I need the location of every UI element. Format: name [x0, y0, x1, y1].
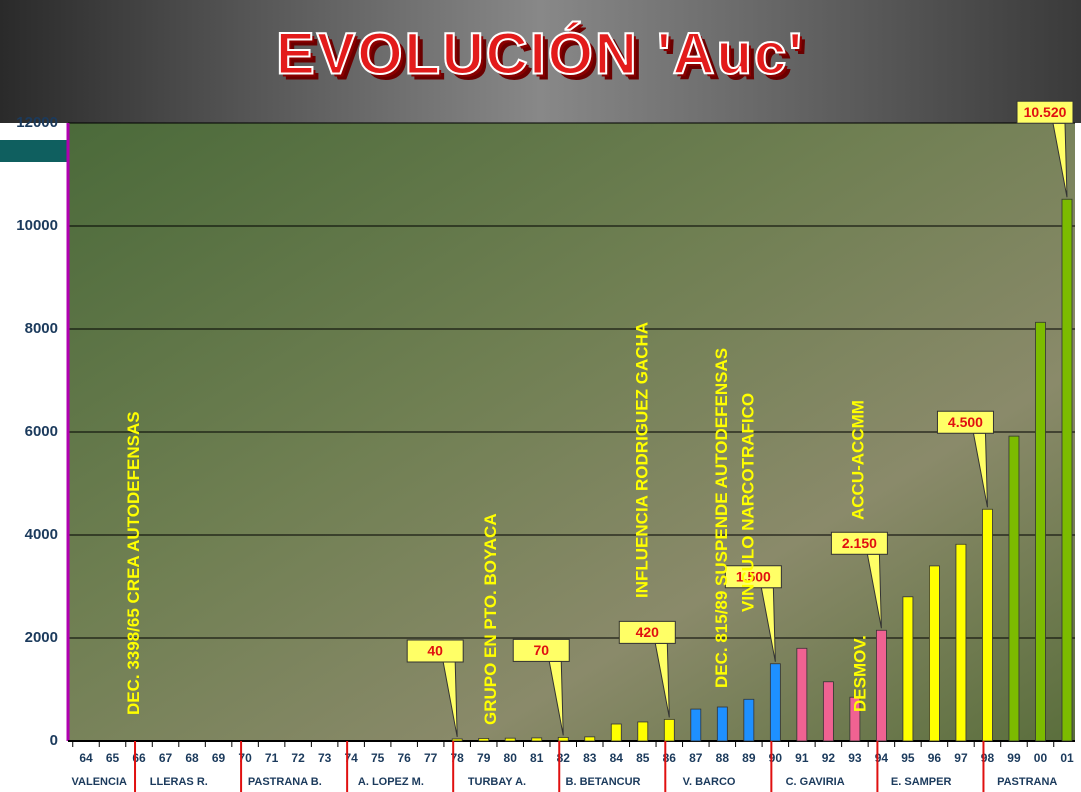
bar: [796, 647, 808, 742]
callout-box: [724, 565, 782, 589]
x-tick-label: 97: [954, 751, 968, 765]
bar: [690, 708, 702, 742]
y-tick-label: 0: [50, 732, 58, 749]
x-tick-label: 01: [1060, 751, 1074, 765]
x-tick-label: 83: [583, 751, 597, 765]
x-tick-label: 95: [901, 751, 915, 765]
x-tick-label: 93: [848, 751, 862, 765]
callout-box: [936, 410, 994, 434]
annotation: VINCULO NARCOTRAFICO: [738, 393, 757, 612]
annotation: ACCU-ACCMM: [848, 400, 867, 520]
x-tick-label: 91: [795, 751, 809, 765]
x-tick-label: 84: [610, 751, 624, 765]
annotation: GRUPO EN PTO. BOYACA: [481, 513, 500, 725]
x-tick-label: 65: [106, 751, 120, 765]
x-tick-label: 80: [504, 751, 518, 765]
x-tick-label: 72: [291, 751, 305, 765]
value-label: 2.150: [842, 535, 877, 551]
callout-box: [512, 638, 570, 662]
callout-box: [830, 531, 888, 555]
bar: [531, 737, 543, 742]
x-tick-label: 88: [716, 751, 730, 765]
bar: [743, 698, 755, 742]
x-tick-label: 67: [159, 751, 173, 765]
period-label: B. BETANCUR: [566, 776, 641, 788]
bar: [1035, 321, 1046, 742]
x-tick-label: 81: [530, 751, 544, 765]
x-tick-label: 89: [742, 751, 756, 765]
x-tick-label: 69: [212, 751, 226, 765]
x-tick-label: 92: [822, 751, 836, 765]
header-photo: [0, 0, 1081, 123]
annotation: DEC. 815/89 SUSPENDE AUTODEFENSAS: [712, 348, 731, 688]
bar: [663, 718, 675, 742]
annotation: DEC. 3398/65 CREA AUTODEFENSAS: [124, 411, 143, 715]
bar: [584, 736, 596, 742]
period-label: A. LOPEZ M.: [358, 776, 424, 788]
y-tick-label: 4000: [25, 526, 58, 543]
value-label: 1.500: [736, 568, 771, 584]
title-group: EVOLUCIÓN 'Auc' EVOLUCIÓN 'Auc' EVOLUCIÓ…: [275, 20, 810, 92]
bar: [716, 706, 728, 742]
callout-box: [1016, 100, 1074, 124]
x-tick-label: 77: [424, 751, 438, 765]
x-tick-label: 75: [371, 751, 385, 765]
y-tick-label: 10000: [16, 217, 58, 234]
value-label: 4.500: [948, 414, 983, 430]
period-label: VALENCIA: [72, 776, 127, 788]
bar: [876, 629, 887, 742]
teal-band: [0, 140, 68, 162]
value-label: 70: [533, 642, 549, 658]
bar: [1061, 198, 1073, 742]
bar: [557, 736, 569, 742]
callout-box: [618, 620, 676, 644]
title-shadow: EVOLUCIÓN 'Auc': [282, 27, 810, 92]
y-tick-label: 6000: [25, 423, 58, 440]
x-tick-label: 87: [689, 751, 703, 765]
bar: [902, 596, 914, 742]
x-tick-label: 85: [636, 751, 650, 765]
bar: [610, 723, 622, 742]
x-tick-label: 96: [928, 751, 942, 765]
period-label: PASTRANA: [997, 776, 1057, 788]
x-tick-label: 73: [318, 751, 332, 765]
value-label: 10.520: [1024, 104, 1067, 120]
period-label: C. GAVIRIA: [786, 776, 845, 788]
y-tick-label: 12000: [16, 114, 58, 131]
y-tick-label: 2000: [25, 629, 58, 646]
chart-title: EVOLUCIÓN 'Auc': [276, 21, 804, 86]
annotation: INFLUENCIA RODRIGUEZ GACHA: [632, 322, 651, 598]
callout-box: [406, 639, 464, 663]
x-tick-label: 76: [397, 751, 411, 765]
bar: [478, 738, 490, 742]
title-shadow: EVOLUCIÓN 'Auc': [279, 24, 807, 89]
bar: [1008, 435, 1020, 742]
period-label: TURBAY A.: [468, 776, 526, 788]
x-tick-label: 00: [1034, 751, 1048, 765]
bar: [637, 721, 649, 742]
bar: [504, 737, 516, 742]
period-label: PASTRANA B.: [248, 776, 322, 788]
period-label: LLERAS R.: [150, 776, 208, 788]
bar: [955, 543, 967, 742]
period-label: E. SAMPER: [891, 776, 952, 788]
bar: [769, 663, 781, 742]
bar: [982, 508, 993, 742]
bar: [849, 696, 861, 742]
value-label: 40: [427, 643, 443, 659]
annotation: DESMOV.: [850, 635, 869, 712]
x-tick-label: 68: [185, 751, 199, 765]
x-tick-label: 64: [79, 751, 93, 765]
bar: [822, 681, 834, 742]
value-label: 420: [636, 624, 660, 640]
bar: [451, 738, 463, 742]
x-tick-label: 71: [265, 751, 279, 765]
x-tick-label: 79: [477, 751, 491, 765]
x-tick-label: 99: [1007, 751, 1021, 765]
y-tick-label: 8000: [25, 320, 58, 337]
period-label: V. BARCO: [683, 776, 736, 788]
bar: [929, 565, 940, 742]
